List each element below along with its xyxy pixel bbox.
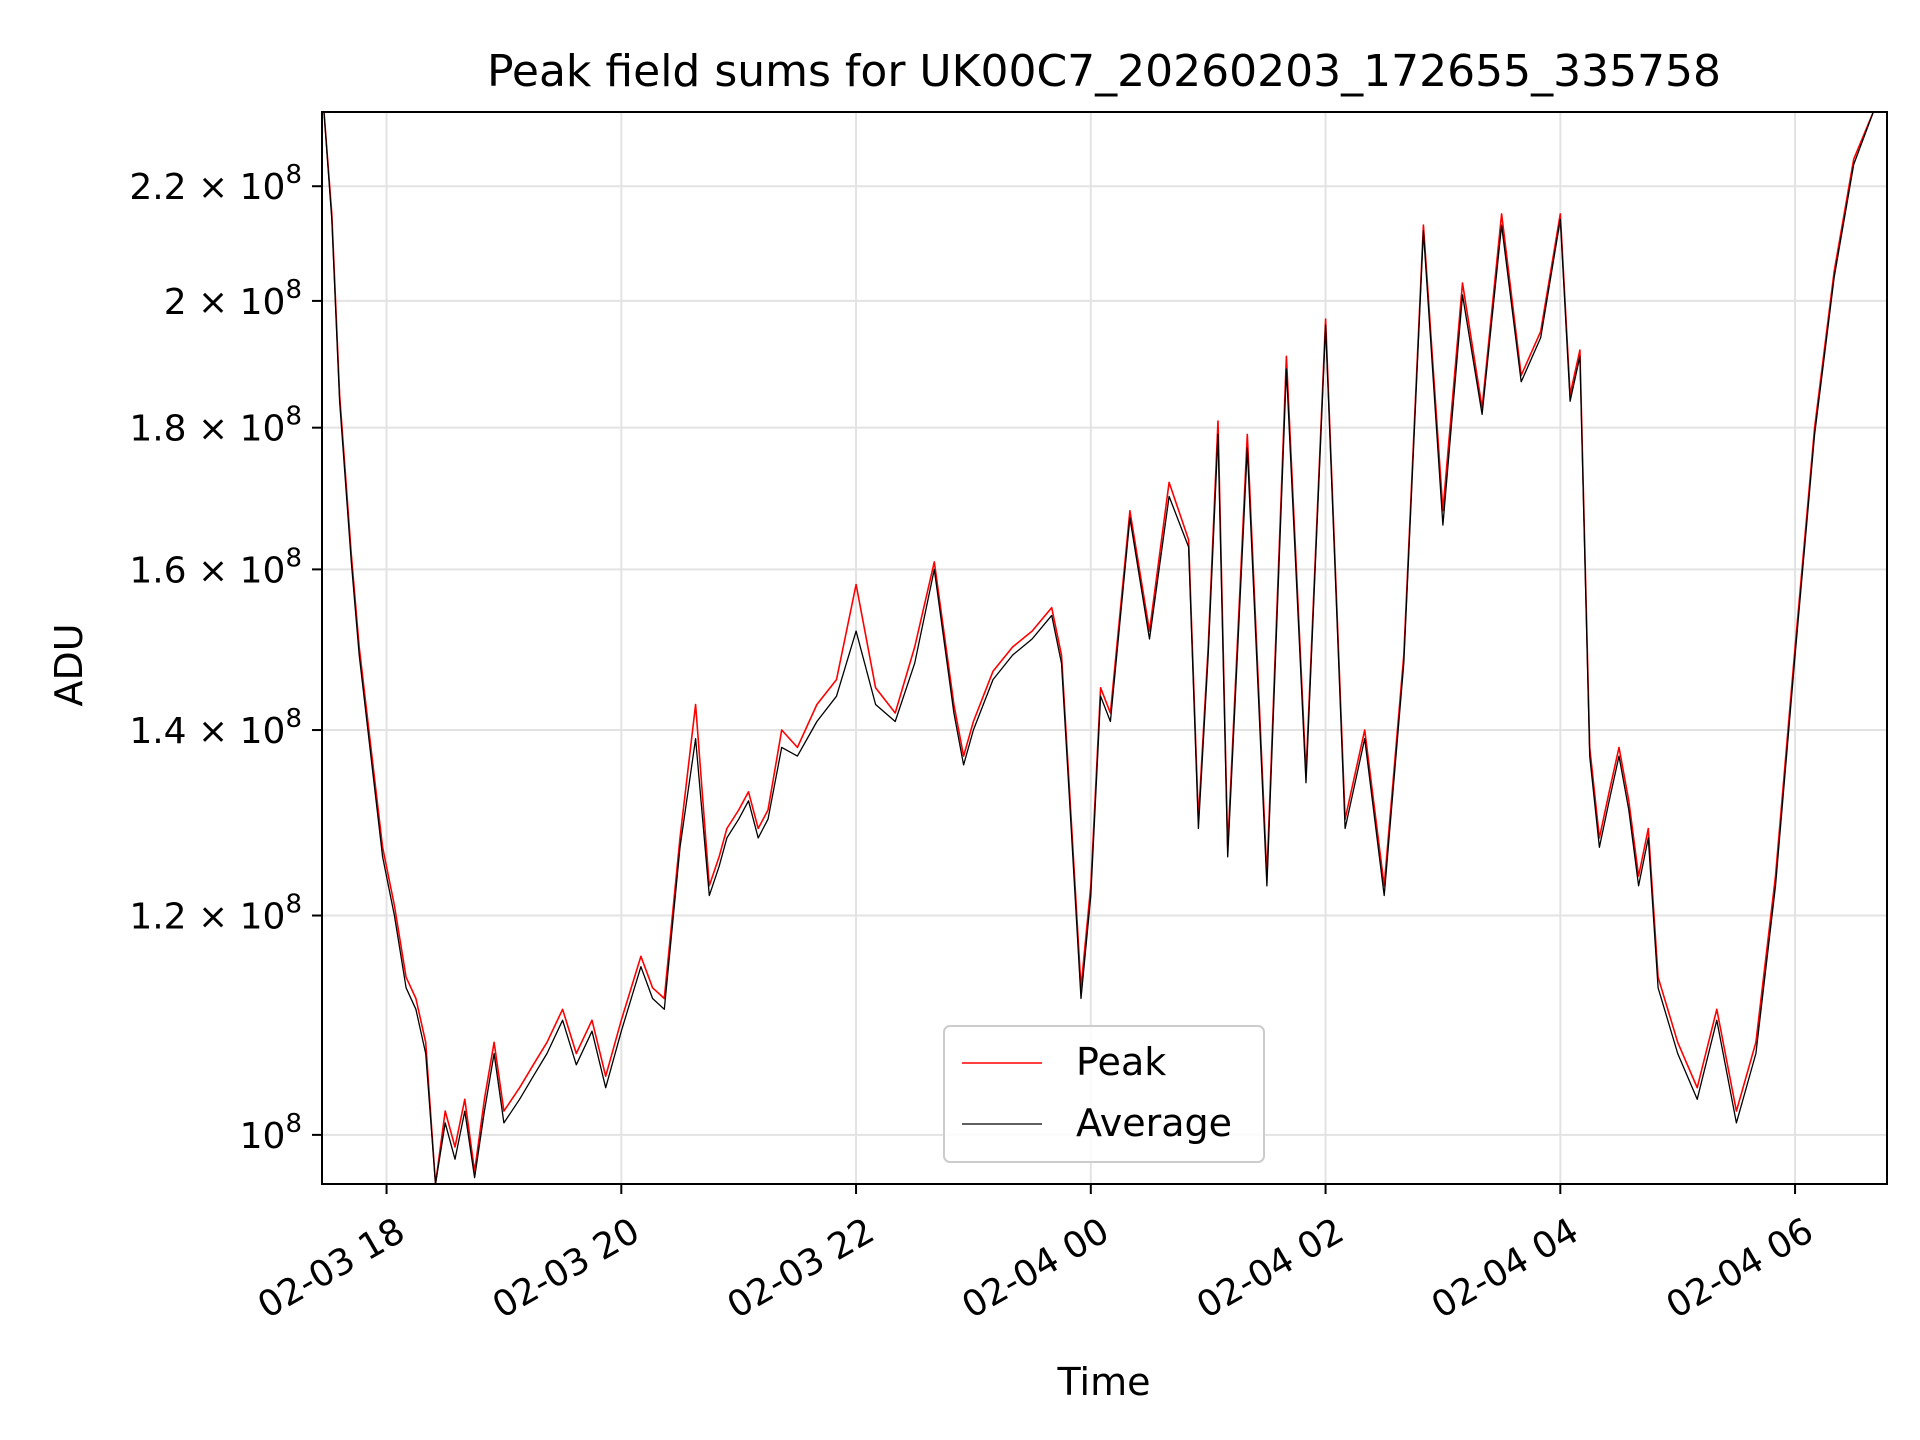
y-tick-label: 1.2 × 108 xyxy=(129,890,302,938)
y-axis-label: ADU xyxy=(47,623,91,706)
y-tick-label: 2 × 108 xyxy=(164,275,302,323)
x-axis-label: Time xyxy=(1057,1360,1151,1404)
data-lines xyxy=(323,111,1875,1185)
y-tick-label: 1.8 × 108 xyxy=(129,402,302,450)
y-tick-label: 2.2 × 108 xyxy=(129,160,302,208)
legend-box xyxy=(943,1025,1265,1163)
legend-peak-label: Peak xyxy=(1076,1040,1166,1084)
y-tick-label: 1.4 × 108 xyxy=(129,704,302,752)
plot-frame xyxy=(321,111,1888,1185)
grid-lines xyxy=(322,112,1887,1184)
y-tick-label: 1.6 × 108 xyxy=(129,543,302,591)
legend: Peak Average xyxy=(943,1025,1265,1163)
y-axis-ticks: 108 1.2 × 108 1.4 × 108 1.6 × 108 1.8 × 108 2… xyxy=(129,160,322,1157)
peak-series-line xyxy=(323,111,1875,1185)
chart-title: Peak field sums for UK00C7_20260203_1726… xyxy=(487,46,1721,97)
y-tick-label: 108 xyxy=(240,1109,302,1157)
legend-average-label: Average xyxy=(1076,1101,1232,1145)
average-series-line xyxy=(323,111,1874,1185)
